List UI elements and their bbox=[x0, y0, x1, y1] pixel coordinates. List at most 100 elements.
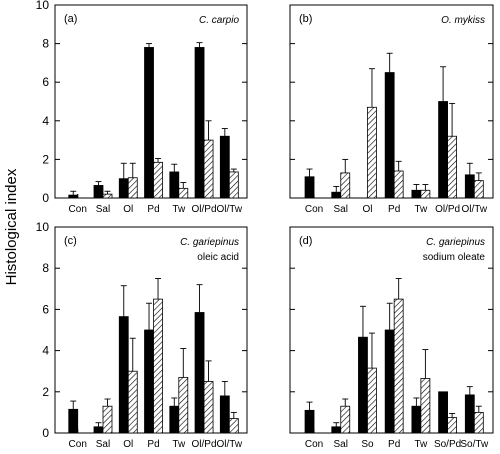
bar-solid bbox=[144, 329, 154, 434]
x-tick-label: Ol bbox=[123, 204, 133, 215]
bar-solid bbox=[304, 409, 315, 434]
bar-hatched bbox=[367, 367, 377, 434]
bar-hatched bbox=[203, 381, 214, 434]
bar-hatched bbox=[178, 376, 189, 434]
bar-hatched bbox=[393, 298, 404, 434]
bar-solid bbox=[118, 316, 129, 434]
bar-solid bbox=[411, 189, 422, 199]
x-tick-label: Sal bbox=[96, 204, 110, 215]
x-tick-label: So/Pd bbox=[434, 439, 461, 450]
x-tick-label: Ol bbox=[123, 439, 133, 450]
bar-hatched bbox=[102, 405, 113, 434]
panel-label: (b) bbox=[299, 13, 312, 25]
x-tick-label: Ol/Tw bbox=[462, 204, 488, 215]
bar-hatched bbox=[102, 193, 113, 199]
x-tick-label: Ol/Tw bbox=[217, 439, 243, 450]
bar-solid bbox=[384, 72, 395, 199]
x-tick-label: Sal bbox=[96, 439, 110, 450]
y-tick-label: 6 bbox=[42, 302, 49, 316]
bar-solid bbox=[411, 405, 422, 434]
y-tick-label: 2 bbox=[42, 152, 49, 166]
panel-label: (d) bbox=[299, 235, 312, 247]
bar-solid bbox=[169, 171, 180, 199]
x-tick-label: Pd bbox=[388, 439, 400, 450]
y-axis-label: Histological index bbox=[3, 168, 20, 285]
bar-hatched bbox=[340, 405, 351, 434]
y-tick-label: 10 bbox=[36, 220, 50, 234]
bar-hatched bbox=[340, 172, 351, 199]
bar-hatched bbox=[228, 418, 239, 434]
chart-panel: 0 2 4 6 8 10 Con Sal Ol Pd Tw Ol/Pd Ol/Tw (c) C. garie… bbox=[36, 220, 248, 450]
bar-solid bbox=[68, 194, 79, 199]
y-tick-label: 8 bbox=[42, 261, 49, 275]
bar-solid bbox=[331, 426, 342, 434]
chart-panel: 0 2 4 6 8 10 Con Sal Ol Pd Tw Ol/Pd Ol/Tw (a) C. carpi… bbox=[36, 0, 248, 215]
chart-panel: Con Sal So Pd Tw So/Pd So/Tw (d) C. gariepinus so… bbox=[289, 226, 494, 450]
x-tick-label: Con bbox=[69, 204, 87, 215]
bar-solid bbox=[169, 405, 180, 434]
bar-hatched bbox=[367, 106, 377, 199]
bar-hatched bbox=[127, 370, 138, 434]
bar-hatched bbox=[153, 161, 163, 199]
x-tick-label: Ol bbox=[362, 204, 372, 215]
bar-solid bbox=[384, 329, 395, 434]
bar-solid bbox=[331, 191, 342, 199]
species-label: C. carpio bbox=[199, 15, 239, 26]
bar-hatched bbox=[473, 411, 484, 434]
bar-solid bbox=[93, 426, 104, 434]
panel-label: (a) bbox=[64, 13, 77, 25]
y-tick-label: 4 bbox=[42, 114, 49, 128]
bar-hatched bbox=[447, 417, 457, 434]
bar-hatched bbox=[178, 187, 189, 199]
bar-hatched bbox=[420, 189, 431, 199]
x-tick-label: Tw bbox=[414, 204, 428, 215]
bar-hatched bbox=[203, 139, 214, 199]
bar-hatched bbox=[228, 171, 239, 199]
y-tick-label: 8 bbox=[42, 37, 49, 51]
x-tick-label: Tw bbox=[172, 204, 186, 215]
bar-solid bbox=[194, 312, 205, 434]
bar-solid bbox=[118, 178, 129, 199]
chart-panel: Con Sal Ol Pd Tw Ol/Pd Ol/Tw (b) O. mykiss bbox=[289, 4, 494, 215]
panel-label: (c) bbox=[64, 235, 77, 247]
bar-hatched bbox=[127, 177, 138, 199]
x-tick-label: Tw bbox=[414, 439, 428, 450]
bar-solid bbox=[438, 391, 448, 434]
bar-solid bbox=[358, 336, 368, 434]
y-tick-label: 0 bbox=[42, 426, 49, 440]
x-tick-label: So bbox=[361, 439, 374, 450]
bar-solid bbox=[219, 395, 230, 434]
y-tick-label: 4 bbox=[42, 344, 49, 358]
x-tick-label: Pd bbox=[388, 204, 400, 215]
bar-solid bbox=[68, 408, 79, 434]
x-tick-label: So/Tw bbox=[460, 439, 489, 450]
bar-solid bbox=[194, 47, 205, 199]
y-tick-label: 0 bbox=[42, 191, 49, 205]
x-tick-label: Con bbox=[305, 204, 323, 215]
bar-solid bbox=[438, 101, 448, 199]
y-tick-label: 6 bbox=[42, 75, 49, 89]
species-label: C. gariepinus bbox=[426, 237, 485, 248]
bar-hatched bbox=[447, 135, 457, 199]
x-tick-label: Ol/Pd bbox=[192, 439, 217, 450]
x-tick-label: Con bbox=[305, 439, 323, 450]
bar-solid bbox=[464, 394, 475, 434]
bar-solid bbox=[304, 176, 315, 199]
x-tick-label: Con bbox=[69, 439, 87, 450]
bar-hatched bbox=[393, 170, 404, 199]
x-tick-label: Sal bbox=[334, 204, 348, 215]
bar-solid bbox=[464, 174, 475, 199]
bar-hatched bbox=[153, 298, 163, 434]
y-tick-label: 2 bbox=[42, 385, 49, 399]
bar-hatched bbox=[420, 378, 431, 434]
x-tick-label: Pd bbox=[147, 204, 159, 215]
panel-subtitle: oleic acid bbox=[197, 252, 239, 263]
bar-hatched bbox=[473, 180, 484, 199]
species-label: C. gariepinus bbox=[180, 237, 239, 248]
bar-solid bbox=[144, 47, 154, 199]
species-label: O. mykiss bbox=[441, 15, 485, 26]
y-tick-label: 10 bbox=[36, 0, 50, 12]
x-tick-label: Tw bbox=[172, 439, 186, 450]
panel-subtitle: sodium oleate bbox=[423, 252, 486, 263]
bar-solid bbox=[93, 185, 104, 199]
